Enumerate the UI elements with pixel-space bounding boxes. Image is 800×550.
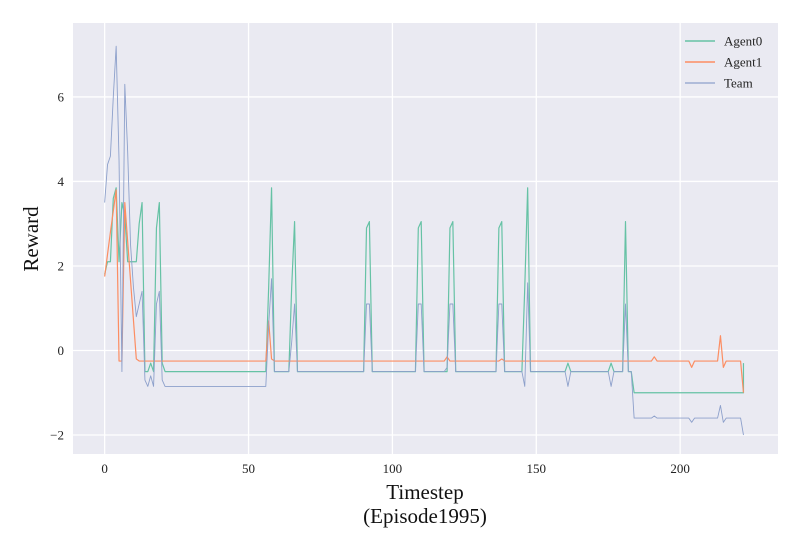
x-tick-label: 50 — [242, 461, 255, 476]
y-axis-ticks: −2 0 2 4 6 — [50, 89, 64, 442]
y-tick-label: 4 — [58, 174, 65, 189]
y-tick-label: 2 — [58, 258, 65, 273]
legend-label: Agent0 — [724, 34, 762, 49]
x-tick-label: 200 — [670, 461, 690, 476]
x-axis-ticks: 0 50 100 150 200 — [101, 461, 690, 476]
series-line-agent1 — [104, 189, 745, 393]
y-axis-label: Reward — [19, 206, 43, 272]
x-tick-label: 100 — [383, 461, 403, 476]
y-tick-label: 0 — [58, 343, 65, 358]
y-tick-label: −2 — [50, 427, 64, 442]
x-axis-sublabel: (Episode1995) — [363, 504, 487, 528]
grid-lines — [73, 23, 778, 454]
x-tick-label: 150 — [527, 461, 547, 476]
series-lines — [104, 45, 745, 436]
x-tick-label: 0 — [101, 461, 108, 476]
legend-label: Agent1 — [724, 55, 762, 70]
y-tick-label: 6 — [58, 89, 65, 104]
legend-label: Team — [724, 76, 753, 91]
series-line-agent0 — [104, 187, 745, 394]
x-axis-label: Timestep — [386, 480, 463, 504]
plot-area — [73, 23, 778, 454]
legend: Agent0 Agent1 Team — [685, 34, 762, 91]
series-line-team — [104, 45, 744, 436]
